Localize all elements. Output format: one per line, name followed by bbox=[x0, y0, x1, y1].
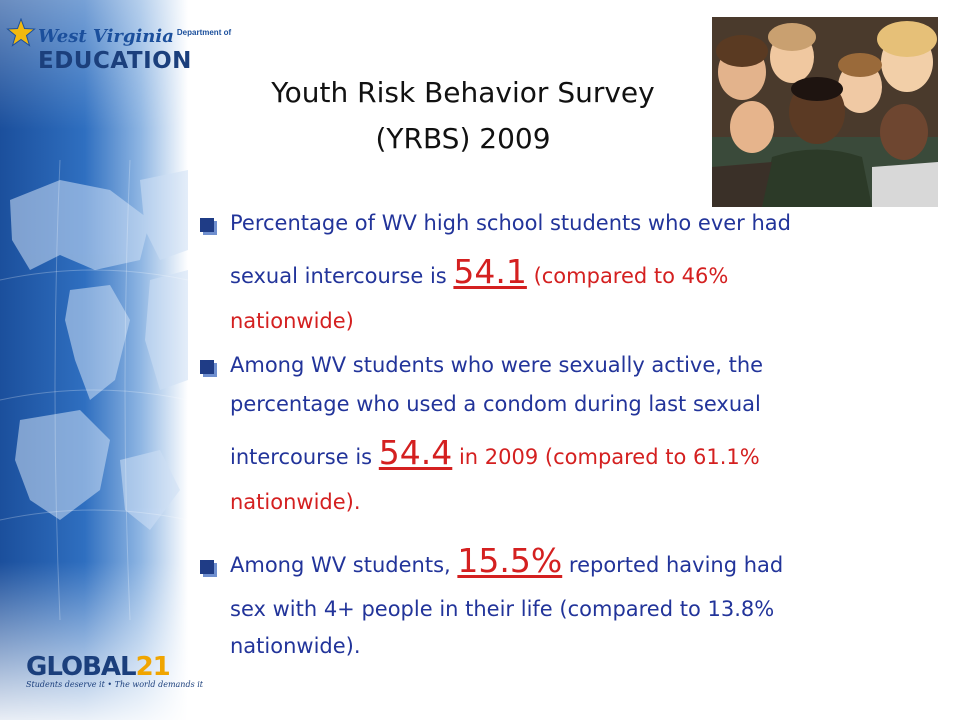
slide-title: Youth Risk Behavior Survey (YRBS) 2009 bbox=[218, 70, 708, 162]
bullet2-line1: Among WV students who were sexually acti… bbox=[230, 353, 764, 377]
bullet-checkbox-icon bbox=[200, 560, 214, 574]
bullet1-line2: sexual intercourse is 54.1 (compared to … bbox=[230, 252, 729, 291]
stat-value: 15.5% bbox=[457, 541, 563, 580]
students-photo bbox=[712, 17, 938, 207]
title-line2: (YRBS) 2009 bbox=[375, 122, 551, 155]
bullet3-line1: Among WV students, 15.5% reported having… bbox=[230, 541, 784, 580]
wv-education-logo: West Virginia Department of EDUCATION bbox=[6, 14, 231, 78]
bullet-checkbox-icon bbox=[200, 360, 214, 374]
bullet3-line3: nationwide). bbox=[230, 634, 361, 658]
bullet2-line2: percentage who used a condom during last… bbox=[230, 392, 761, 416]
star-icon bbox=[6, 18, 36, 47]
bullet-checkbox-icon bbox=[200, 218, 214, 232]
stat-value: 54.4 bbox=[378, 433, 453, 472]
wv-logo-dept: Department of bbox=[176, 28, 232, 37]
global21-logo: GLOBAL21 Students deserve it • The world… bbox=[26, 652, 203, 702]
global21-tagline: Students deserve it • The world demands … bbox=[26, 680, 203, 689]
bullet1-line3: nationwide) bbox=[230, 309, 354, 333]
stat-value: 54.1 bbox=[453, 252, 527, 291]
wv-logo-line2: EDUCATION bbox=[38, 48, 192, 74]
global21-wordmark: GLOBAL21 bbox=[26, 652, 171, 682]
bullet1-line1: Percentage of WV high school students wh… bbox=[230, 211, 791, 235]
side-band bbox=[0, 0, 188, 720]
wv-logo-line1: West Virginia Department of bbox=[38, 26, 232, 47]
title-line1: Youth Risk Behavior Survey bbox=[271, 76, 655, 109]
bullet2-line3: intercourse is 54.4 in 2009 (compared to… bbox=[230, 433, 760, 472]
bullet2-line4: nationwide). bbox=[230, 490, 361, 514]
bullet3-line2: sex with 4+ people in their life (compar… bbox=[230, 597, 775, 621]
world-map bbox=[0, 160, 188, 620]
